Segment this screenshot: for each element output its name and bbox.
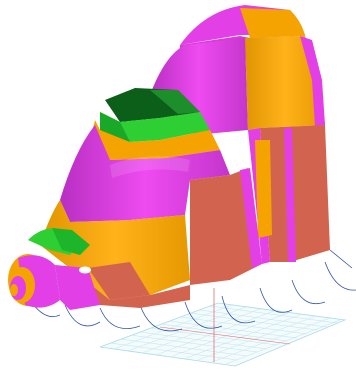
fuselage-rear-section — [150, 5, 330, 264]
fuselage-nose-section — [8, 88, 262, 310]
frame-curves — [29, 249, 356, 332]
window-marker — [79, 266, 91, 274]
ground-grid — [99, 288, 347, 367]
